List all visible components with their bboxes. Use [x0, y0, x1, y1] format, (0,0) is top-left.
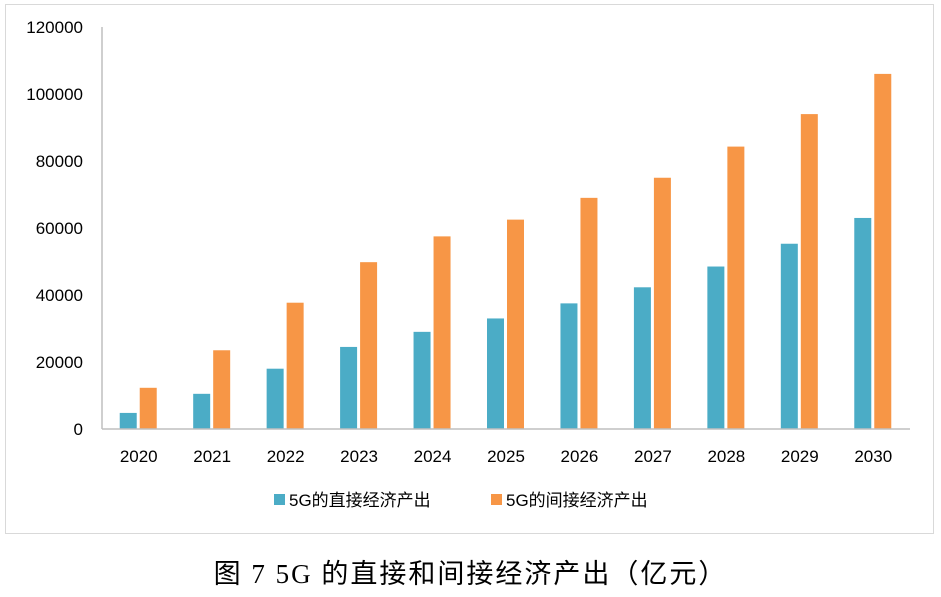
- y-tick-label: 20000: [36, 353, 83, 372]
- bar-indirect-2029: [800, 114, 818, 429]
- y-tick-label: 0: [74, 420, 83, 439]
- legend-swatch-direct: [274, 494, 285, 505]
- x-tick-label: 2025: [487, 447, 525, 466]
- legend-label-indirect: 5G的间接经济产出: [506, 491, 648, 510]
- x-tick-label: 2029: [781, 447, 819, 466]
- legend: 5G的直接经济产出 5G的间接经济产出: [274, 491, 648, 510]
- bar-indirect-2023: [360, 262, 378, 429]
- x-tick-label: 2022: [267, 447, 305, 466]
- legend-swatch-indirect: [491, 494, 502, 505]
- bar-direct-2026: [560, 303, 578, 429]
- bar-indirect-2027: [653, 177, 671, 429]
- bar-direct-2020: [119, 412, 137, 429]
- chart-frame: [5, 4, 934, 534]
- y-tick-label: 40000: [36, 286, 83, 305]
- bar-direct-2029: [780, 243, 798, 429]
- x-tick-label: 2026: [561, 447, 599, 466]
- bar-indirect-2024: [433, 236, 451, 429]
- bar-indirect-2020: [139, 387, 157, 429]
- x-tick-label: 2030: [854, 447, 892, 466]
- y-tick-label: 60000: [36, 219, 83, 238]
- bar-indirect-2025: [507, 219, 524, 429]
- bar-direct-2023: [340, 346, 358, 429]
- x-axis: 2020 2021 2022 2023 2024 2025 2026 2027 2028 2029…: [102, 428, 910, 466]
- y-axis: 0 20000 40000 60000 80000 100000 120000: [26, 18, 103, 439]
- x-tick-label: 2024: [414, 447, 452, 466]
- bar-indirect-2028: [727, 146, 745, 429]
- bar-direct-2022: [266, 368, 284, 429]
- x-tick-label: 2023: [340, 447, 378, 466]
- x-tick-label: 2021: [193, 447, 231, 466]
- bar-direct-2021: [193, 393, 211, 429]
- legend-label-direct: 5G的直接经济产出: [289, 491, 431, 510]
- bar-indirect-2026: [580, 197, 598, 429]
- y-tick-label: 120000: [26, 18, 83, 37]
- y-tick-label: 100000: [26, 85, 83, 104]
- bar-indirect-2021: [213, 350, 231, 429]
- x-tick-label: 2028: [707, 447, 745, 466]
- bar-indirect-2022: [286, 302, 304, 429]
- figure-caption: 图 7 5G 的直接和间接经济产出（亿元）: [213, 559, 728, 589]
- bar-direct-2030: [854, 217, 872, 429]
- bar-direct-2028: [707, 266, 725, 429]
- bar-indirect-2030: [874, 73, 892, 430]
- bar-direct-2027: [633, 287, 651, 429]
- bar-direct-2025: [487, 318, 504, 429]
- bar-direct-2024: [413, 331, 431, 429]
- x-tick-label: 2027: [634, 447, 672, 466]
- x-tick-label: 2020: [120, 447, 158, 466]
- y-tick-label: 80000: [36, 152, 83, 171]
- bars: [119, 73, 892, 430]
